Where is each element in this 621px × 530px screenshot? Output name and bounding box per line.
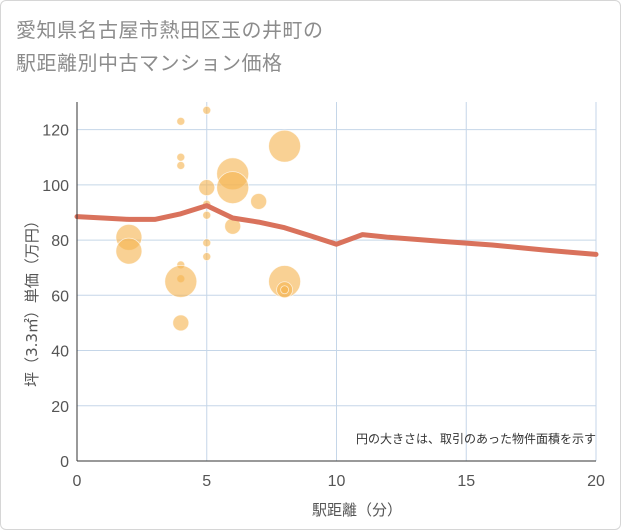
bubble-point (202, 210, 212, 220)
bubble-point (115, 237, 143, 265)
y-axis-label: 坪（3.3㎡）単価（万円） (23, 213, 41, 387)
bubble-point (198, 179, 216, 197)
tick-labels: 0 20 40 60 80 100 120 0 5 10 15 20 (42, 123, 605, 490)
average-price-line (74, 203, 599, 257)
bubble-point (268, 129, 302, 163)
chart-title-line-1: 愛知県名古屋市熱田区玉の井町の (16, 18, 324, 42)
x-tick-label: 20 (587, 473, 605, 490)
x-tick-label: 0 (73, 473, 82, 490)
trend-line-series (74, 203, 599, 257)
bubble-point (250, 193, 268, 210)
bubble-point (202, 105, 212, 115)
bubble-size-note: 円の大きさは、取引のあった物件面積を示す (356, 431, 596, 446)
bubble-point (202, 252, 212, 262)
x-tick-label: 15 (457, 473, 475, 490)
x-tick-label: 10 (328, 473, 346, 490)
y-tick-label: 80 (51, 233, 69, 250)
y-tick-label: 0 (60, 454, 69, 471)
chart-title-line-2: 駅距離別中古マンション価格 (16, 51, 283, 75)
y-tick-label: 100 (42, 178, 69, 195)
bubble-series (115, 105, 302, 332)
y-tick-label: 40 (51, 344, 69, 361)
bubble-point (176, 152, 186, 162)
y-tick-label: 20 (51, 399, 69, 416)
bubble-point (216, 171, 250, 205)
x-tick-label: 5 (202, 473, 211, 490)
bubble-point (176, 116, 186, 126)
chart-title: 愛知県名古屋市熱田区玉の井町の 駅距離別中古マンション価格 (16, 14, 324, 80)
grid-lines (77, 102, 597, 461)
bubble-point (176, 161, 186, 170)
axes (76, 102, 596, 462)
bubble-point (280, 285, 290, 295)
bubble-point (172, 314, 190, 332)
x-axis-label: 駅距離（分） (312, 501, 402, 519)
bubble-point (202, 238, 212, 248)
y-tick-label: 120 (42, 123, 69, 140)
y-tick-label: 60 (51, 288, 69, 305)
bubble-point (164, 265, 198, 298)
